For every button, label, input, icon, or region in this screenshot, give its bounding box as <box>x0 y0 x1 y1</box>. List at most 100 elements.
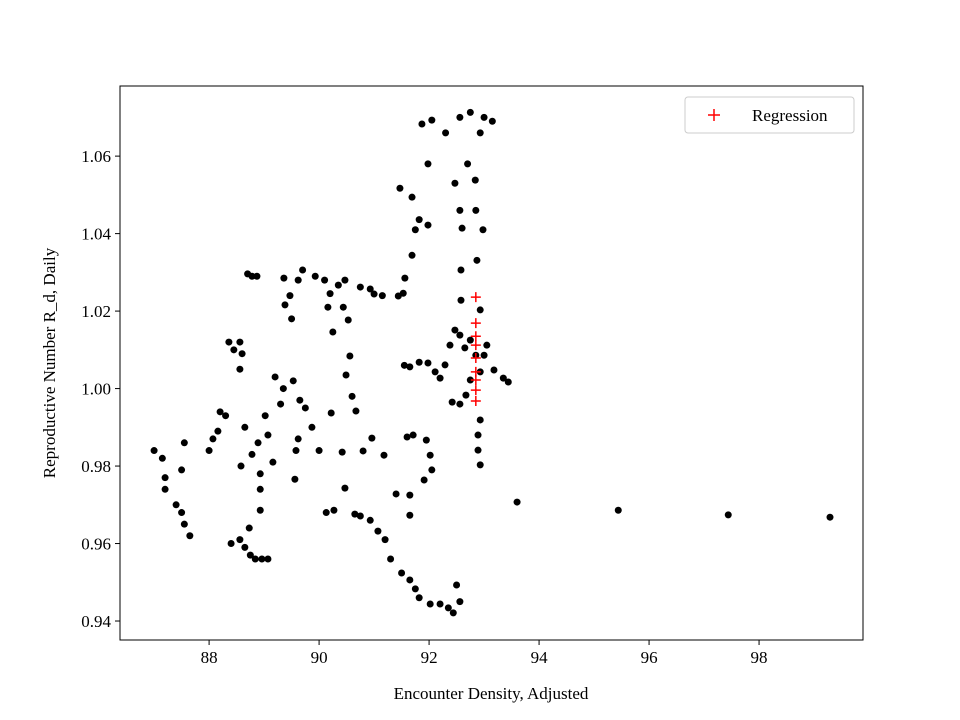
y-tick-label: 1.00 <box>81 380 111 399</box>
point <box>449 609 457 617</box>
point <box>476 416 484 424</box>
point <box>453 581 461 589</box>
point <box>315 447 323 455</box>
point <box>216 408 224 416</box>
point <box>415 358 423 366</box>
point <box>222 412 230 420</box>
point <box>441 361 449 369</box>
point <box>269 458 277 466</box>
point <box>415 594 423 602</box>
point <box>366 516 374 524</box>
point <box>406 363 414 371</box>
point <box>280 274 288 282</box>
point <box>321 276 329 284</box>
point <box>158 454 166 462</box>
point <box>513 498 521 506</box>
point <box>256 470 264 478</box>
point <box>614 506 622 514</box>
x-tick-label: 96 <box>641 648 658 667</box>
point <box>368 434 376 442</box>
point <box>479 226 487 234</box>
point <box>238 350 246 358</box>
point <box>338 448 346 456</box>
y-tick-label: 1.04 <box>81 225 111 244</box>
point <box>264 555 272 563</box>
point <box>470 340 481 351</box>
point <box>466 108 474 116</box>
point <box>471 176 479 184</box>
point <box>281 301 289 309</box>
point <box>466 336 474 344</box>
point <box>254 439 262 447</box>
point <box>205 447 213 455</box>
point <box>426 600 434 608</box>
y-tick-label: 1.02 <box>81 302 111 321</box>
point <box>292 447 300 455</box>
point <box>406 576 414 584</box>
point <box>324 303 332 311</box>
point <box>474 431 482 439</box>
point <box>289 377 297 385</box>
point <box>236 338 244 346</box>
point <box>473 256 481 264</box>
point <box>237 462 245 470</box>
point <box>230 346 238 354</box>
point <box>236 536 244 544</box>
point <box>150 447 158 455</box>
point <box>456 331 464 339</box>
point <box>352 407 360 415</box>
point <box>408 251 416 259</box>
point <box>277 400 285 408</box>
x-tick-label: 92 <box>421 648 438 667</box>
point <box>499 374 507 382</box>
point <box>456 400 464 408</box>
point <box>431 368 439 376</box>
point <box>396 184 404 192</box>
point <box>387 555 395 563</box>
point <box>359 447 367 455</box>
point <box>351 510 359 518</box>
x-tick-label: 98 <box>751 648 768 667</box>
point <box>180 439 188 447</box>
point <box>451 326 459 334</box>
point <box>401 274 409 282</box>
point <box>392 490 400 498</box>
point <box>424 160 432 168</box>
point <box>329 328 337 336</box>
x-tick-label: 88 <box>201 648 218 667</box>
point <box>370 290 378 298</box>
point <box>256 485 264 493</box>
point <box>322 509 330 517</box>
point <box>426 451 434 459</box>
point <box>378 292 386 300</box>
point <box>311 272 319 280</box>
point <box>225 338 233 346</box>
point <box>291 475 299 483</box>
point <box>342 371 350 379</box>
point <box>381 536 389 544</box>
point <box>301 404 309 412</box>
point <box>420 476 428 484</box>
point <box>241 423 249 431</box>
point <box>209 435 217 443</box>
point <box>178 509 186 517</box>
point <box>457 296 465 304</box>
point <box>436 374 444 382</box>
point <box>411 585 419 593</box>
point <box>288 315 296 323</box>
point <box>299 266 307 274</box>
point <box>178 466 186 474</box>
plot-frame <box>119 85 864 641</box>
point <box>241 543 249 551</box>
point <box>474 446 482 454</box>
point <box>344 316 352 324</box>
point <box>488 117 496 125</box>
point <box>424 359 432 367</box>
point <box>462 391 470 399</box>
point <box>366 285 374 293</box>
x-tick-label: 90 <box>311 648 328 667</box>
point <box>428 466 436 474</box>
point <box>424 221 432 229</box>
point <box>251 555 259 563</box>
